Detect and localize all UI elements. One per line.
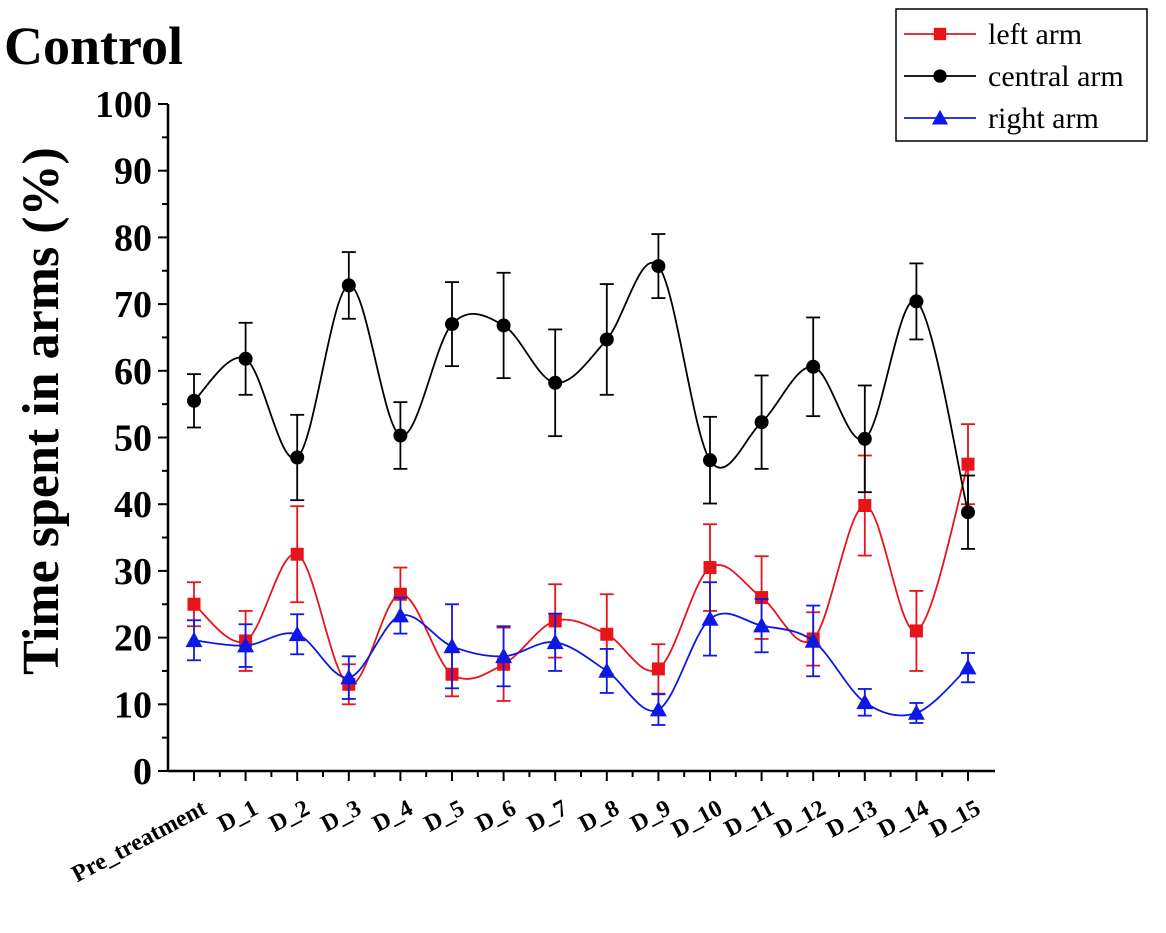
central-arm-data-point <box>341 278 356 293</box>
right-arm-data-point <box>391 607 409 623</box>
chart-title: Control <box>4 16 183 76</box>
y-tick-label: 100 <box>95 84 152 126</box>
y-tick-label: 0 <box>133 751 152 793</box>
left-arm-data-point <box>651 662 665 676</box>
central-arm-data-point <box>961 505 975 520</box>
right-arm-legend-marker <box>931 109 949 125</box>
right-arm-data-point <box>701 610 719 626</box>
x-tick-label: D_8 <box>575 795 624 837</box>
x-tick-label: D_14 <box>874 795 933 843</box>
right-arm-series-line <box>193 612 969 717</box>
x-tick-label: D_3 <box>317 795 366 837</box>
x-tick-label: D_15 <box>926 795 985 843</box>
central-arm-data-point <box>754 415 769 430</box>
y-axis-label: Time spent in arms (%) <box>13 147 70 675</box>
central-arm-data-point <box>238 351 253 366</box>
left-arm-data-point <box>703 561 717 575</box>
central-arm-data-point <box>445 317 459 332</box>
x-tick-label: D_6 <box>472 795 521 837</box>
right-arm-data-point <box>185 631 203 648</box>
left-arm-data-point <box>961 457 975 471</box>
legend: left arm central arm right arm <box>895 8 1148 142</box>
right-arm-data-point <box>907 704 925 720</box>
left-arm-data-point <box>600 627 614 641</box>
central-arm-data-point <box>496 318 511 333</box>
left-arm-data-point <box>290 547 304 561</box>
left-arm-data-point <box>858 499 872 513</box>
left-arm-legend-marker <box>933 27 947 41</box>
right-arm-data-point <box>237 637 255 653</box>
x-tick-label: D_11 <box>720 795 778 842</box>
right-arm-data-point <box>753 617 771 633</box>
x-tick-label: D_7 <box>523 795 572 837</box>
right-arm-data-point <box>340 669 358 685</box>
central-arm-data-point <box>548 375 563 390</box>
y-tick-label: 10 <box>114 684 152 726</box>
y-tick-label: 20 <box>114 618 152 660</box>
central-arm-data-point <box>857 431 872 446</box>
right-arm-data-point <box>804 632 822 648</box>
central-arm-legend-label: central arm <box>988 60 1124 93</box>
x-tick-label: D_4 <box>369 795 418 837</box>
x-tick-label: D_9 <box>627 795 676 837</box>
right-arm-data-point <box>959 659 977 675</box>
y-tick-label: 30 <box>114 551 152 593</box>
central-arm-data-point <box>806 359 821 374</box>
right-arm-data-point <box>649 701 667 717</box>
x-tick-label: D_5 <box>420 795 469 837</box>
central-arm-series-line <box>193 262 969 513</box>
y-tick-label: 70 <box>114 284 152 326</box>
central-arm-legend-marker <box>933 69 947 83</box>
left-arm-series-line <box>193 463 969 686</box>
right-arm-legend-label: right arm <box>988 102 1099 135</box>
x-tick-label: D_10 <box>668 795 727 843</box>
central-arm-data-point <box>909 294 924 309</box>
right-arm-data-point <box>443 637 461 654</box>
y-tick-label: 40 <box>114 484 152 526</box>
x-tick-label: D_2 <box>265 795 314 837</box>
central-arm-data-point <box>599 332 614 347</box>
x-tick-label: Pre_treatment <box>68 795 211 888</box>
left-arm-data-point <box>187 597 201 611</box>
x-tick-label: D_12 <box>771 795 830 843</box>
central-arm-data-point <box>290 450 305 465</box>
right-arm-data-point <box>856 693 874 710</box>
y-tick-label: 90 <box>114 151 152 193</box>
x-tick-label: D_1 <box>214 795 263 837</box>
right-arm-data-point <box>495 647 513 664</box>
x-tick-label: D_13 <box>822 795 881 843</box>
left-arm-legend-label: left arm <box>988 18 1082 51</box>
right-arm-data-point <box>288 625 306 642</box>
central-arm-data-point <box>703 453 717 468</box>
y-tick-label: 60 <box>114 351 152 393</box>
left-arm-data-point <box>755 591 769 605</box>
central-arm-data-point <box>187 393 201 408</box>
right-arm-data-point <box>546 633 564 650</box>
y-tick-label: 50 <box>114 418 152 460</box>
central-arm-data-point <box>393 428 408 443</box>
y-tick-label: 80 <box>114 217 152 259</box>
right-arm-data-point <box>598 662 616 678</box>
central-arm-data-point <box>651 259 666 274</box>
left-arm-data-point <box>909 624 923 638</box>
